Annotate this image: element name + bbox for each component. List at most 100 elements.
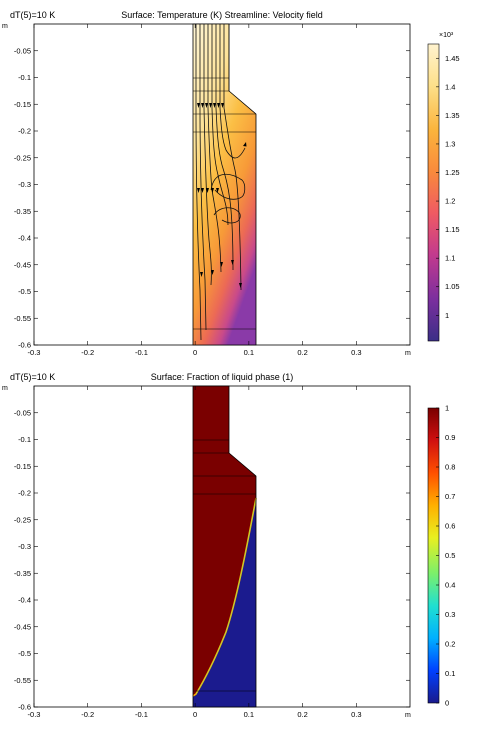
colorbar-tick-label: 0.9 bbox=[445, 433, 455, 442]
arrow-marker bbox=[221, 103, 224, 108]
y-tick-label: -0.05 bbox=[14, 46, 31, 55]
temperature-plot-svg: dT(5)=10 K Surface: Temperature (K) Stre… bbox=[2, 10, 460, 357]
streamline bbox=[195, 24, 202, 341]
plot-2-domain bbox=[192, 385, 257, 708]
y-tick-label: -0.5 bbox=[18, 649, 31, 658]
y-tick-label: -0.4 bbox=[18, 596, 31, 605]
x-tick-label: -0.2 bbox=[81, 710, 94, 719]
plot-1-top-left-label: dT(5)=10 K bbox=[10, 10, 55, 20]
x-tick-label: -0.3 bbox=[28, 348, 41, 357]
x-tick-label: 0.1 bbox=[244, 710, 254, 719]
y-tick-label: -0.6 bbox=[18, 341, 31, 350]
plot-1-y-ticks: -0.05 -0.1 -0.15 -0.2 -0.25 -0.3 -0.35 -0.4 -0.4… bbox=[14, 46, 410, 350]
arrow-marker bbox=[243, 142, 247, 147]
y-tick-label: -0.15 bbox=[14, 462, 31, 471]
y-tick-label: -0.45 bbox=[14, 622, 31, 631]
y-tick-label: -0.35 bbox=[14, 207, 31, 216]
colorbar-tick-label: 1.3 bbox=[445, 139, 455, 148]
plot-1-title: Surface: Temperature (K) Streamline: Vel… bbox=[121, 10, 322, 20]
y-tick-label: -0.05 bbox=[14, 408, 31, 417]
x-tick-label: -0.1 bbox=[135, 348, 148, 357]
solid-region bbox=[193, 498, 256, 707]
plot-2-y-ticks: -0.05 -0.1 -0.15 -0.2 -0.25 -0.3 -0.35 -0.4 -0.4… bbox=[14, 408, 410, 712]
plot-2-y-unit: m bbox=[2, 385, 8, 392]
x-tick-label: -0.3 bbox=[28, 710, 41, 719]
colorbar-tick-label: 1.4 bbox=[445, 82, 455, 91]
arrow-marker bbox=[213, 103, 216, 108]
colorbar-tick-label: 1 bbox=[445, 404, 449, 413]
colorbar-tick-label: 1.2 bbox=[445, 197, 455, 206]
temperature-surface bbox=[192, 23, 257, 346]
x-tick-label: 0.1 bbox=[244, 348, 254, 357]
y-tick-label: -0.3 bbox=[18, 542, 31, 551]
plot-1-x-unit: m bbox=[405, 350, 411, 357]
plot-1-y-unit: m bbox=[2, 23, 8, 30]
y-tick-label: -0.15 bbox=[14, 100, 31, 109]
arrow-marker bbox=[220, 262, 223, 267]
liquid-fraction-plot: dT(5)=10 K Surface: Fraction of liquid p… bbox=[0, 362, 483, 724]
colorbar-tick-label: 0.2 bbox=[445, 640, 455, 649]
plot-2-title: Surface: Fraction of liquid phase (1) bbox=[151, 372, 294, 382]
arrow-marker bbox=[205, 103, 208, 108]
colorbar-tick-label: 0.5 bbox=[445, 551, 455, 560]
arrow-marker bbox=[231, 260, 234, 265]
y-tick-label: -0.55 bbox=[14, 314, 31, 323]
plot-2-x-unit: m bbox=[405, 712, 411, 719]
y-tick-label: -0.45 bbox=[14, 260, 31, 269]
colorbar-ticks: 1.45 1.4 1.35 1.3 1.25 1.2 1.15 1.1 1.05 1 bbox=[436, 54, 460, 320]
colorbar-tick-label: 1.35 bbox=[445, 111, 460, 120]
velocity-streamlines bbox=[195, 24, 246, 341]
streamline bbox=[223, 24, 242, 291]
streamline-arrows bbox=[197, 103, 247, 288]
colorbar-tick-label: 1 bbox=[445, 311, 449, 320]
colorbar-tick-label: 0.7 bbox=[445, 492, 455, 501]
arrow-marker bbox=[211, 188, 214, 193]
plot-2-x-ticks: -0.3 -0.2 -0.1 0 0.1 0.2 0.3 bbox=[28, 386, 362, 719]
plot-1-domain bbox=[192, 23, 257, 346]
y-tick-label: -0.1 bbox=[18, 435, 31, 444]
y-tick-label: -0.25 bbox=[14, 153, 31, 162]
streamline bbox=[210, 173, 246, 200]
streamline bbox=[203, 24, 212, 286]
colorbar-tick-label: 0 bbox=[445, 699, 449, 708]
temperature-plot: dT(5)=10 K Surface: Temperature (K) Stre… bbox=[0, 0, 483, 362]
y-tick-label: -0.3 bbox=[18, 180, 31, 189]
arrow-marker bbox=[200, 272, 203, 277]
arrow-marker bbox=[197, 103, 200, 108]
arrow-marker bbox=[201, 188, 204, 193]
x-tick-label: 0 bbox=[193, 710, 197, 719]
colorbar-tick-label: 1.1 bbox=[445, 254, 455, 263]
arrow-marker bbox=[216, 188, 219, 193]
y-tick-label: -0.2 bbox=[18, 489, 31, 498]
temperature-colorbar bbox=[427, 43, 440, 342]
interface-highlight bbox=[195, 497, 257, 695]
colorbar-tick-label: 0.6 bbox=[445, 522, 455, 531]
colorbar-ticks: 1 0.9 0.8 0.7 0.6 0.5 0.4 0.3 0.2 0.1 0 bbox=[436, 404, 455, 708]
x-tick-label: -0.2 bbox=[81, 348, 94, 357]
plot-1-colorbar: ×10³ 1.45 1.4 1.35 1.3 1.25 1.2 1.15 1.1 1.05 1 bbox=[427, 32, 460, 342]
streamline bbox=[215, 24, 234, 271]
y-tick-label: -0.25 bbox=[14, 515, 31, 524]
liquid-fraction-plot-svg: dT(5)=10 K Surface: Fraction of liquid p… bbox=[2, 372, 455, 719]
streamline bbox=[219, 24, 246, 159]
colorbar-tick-label: 1.45 bbox=[445, 54, 460, 63]
colorbar-tick-label: 0.1 bbox=[445, 669, 455, 678]
x-tick-label: 0 bbox=[193, 348, 197, 357]
colorbar-tick-label: 1.25 bbox=[445, 168, 460, 177]
y-tick-label: -0.1 bbox=[18, 73, 31, 82]
arrow-marker bbox=[217, 103, 220, 108]
x-tick-label: 0.2 bbox=[297, 348, 307, 357]
colorbar-tick-label: 0.4 bbox=[445, 581, 455, 590]
colorbar-multiplier: ×10³ bbox=[439, 32, 454, 39]
y-tick-label: -0.6 bbox=[18, 703, 31, 712]
x-tick-label: 0.3 bbox=[351, 348, 361, 357]
arrow-marker bbox=[197, 188, 200, 193]
plot-2-top-left-label: dT(5)=10 K bbox=[10, 372, 55, 382]
x-tick-label: -0.1 bbox=[135, 710, 148, 719]
streamline bbox=[213, 207, 241, 224]
y-tick-label: -0.2 bbox=[18, 127, 31, 136]
colorbar-tick-label: 1.15 bbox=[445, 225, 460, 234]
arrow-marker bbox=[239, 283, 242, 288]
arrow-marker bbox=[209, 103, 212, 108]
streamline bbox=[199, 24, 207, 331]
